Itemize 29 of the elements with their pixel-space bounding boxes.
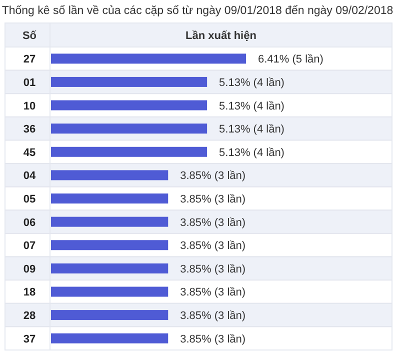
- data-label: 3.85% (3 lần): [180, 286, 246, 299]
- data-label: 3.85% (3 lần): [180, 194, 246, 206]
- y-tick-label: 05: [23, 194, 36, 206]
- data-label: 5.13% (4 lần): [219, 76, 284, 89]
- y-tick-label: 01: [23, 76, 36, 89]
- data-label: 3.85% (3 lần): [180, 310, 246, 322]
- y-tick-label: 09: [23, 263, 36, 276]
- y-tick-label: 18: [23, 286, 36, 299]
- data-label: 6.41% (5 lần): [258, 54, 324, 66]
- data-label: 3.85% (3 lần): [180, 240, 246, 252]
- x-axis-title: Lần xuất hiện: [186, 30, 257, 42]
- y-tick-label: 28: [23, 310, 36, 322]
- y-tick-label: 10: [23, 100, 36, 112]
- y-axis-title: Số: [22, 30, 37, 42]
- data-label: 3.85% (3 lần): [180, 216, 246, 229]
- data-label: 5.13% (4 lần): [219, 124, 284, 136]
- data-label: 5.13% (4 lần): [219, 146, 284, 159]
- y-tick-label: 36: [23, 124, 36, 136]
- y-tick-label: 07: [23, 240, 36, 252]
- data-label: 3.85% (3 lần): [180, 170, 246, 182]
- data-label: 3.85% (3 lần): [180, 263, 246, 276]
- y-tick-label: 45: [23, 146, 36, 159]
- y-tick-label: 06: [23, 216, 36, 229]
- data-label: 3.85% (3 lần): [180, 333, 246, 346]
- y-tick-label: 27: [23, 54, 36, 66]
- chart-title: Thống kê số lần về của các cặp số từ ngày 09/01/2018 đến ngày 09/02/2018: [2, 5, 394, 17]
- y-tick-label: 04: [23, 170, 36, 182]
- y-tick-label: 37: [23, 333, 36, 346]
- data-label: 5.13% (4 lần): [219, 100, 284, 112]
